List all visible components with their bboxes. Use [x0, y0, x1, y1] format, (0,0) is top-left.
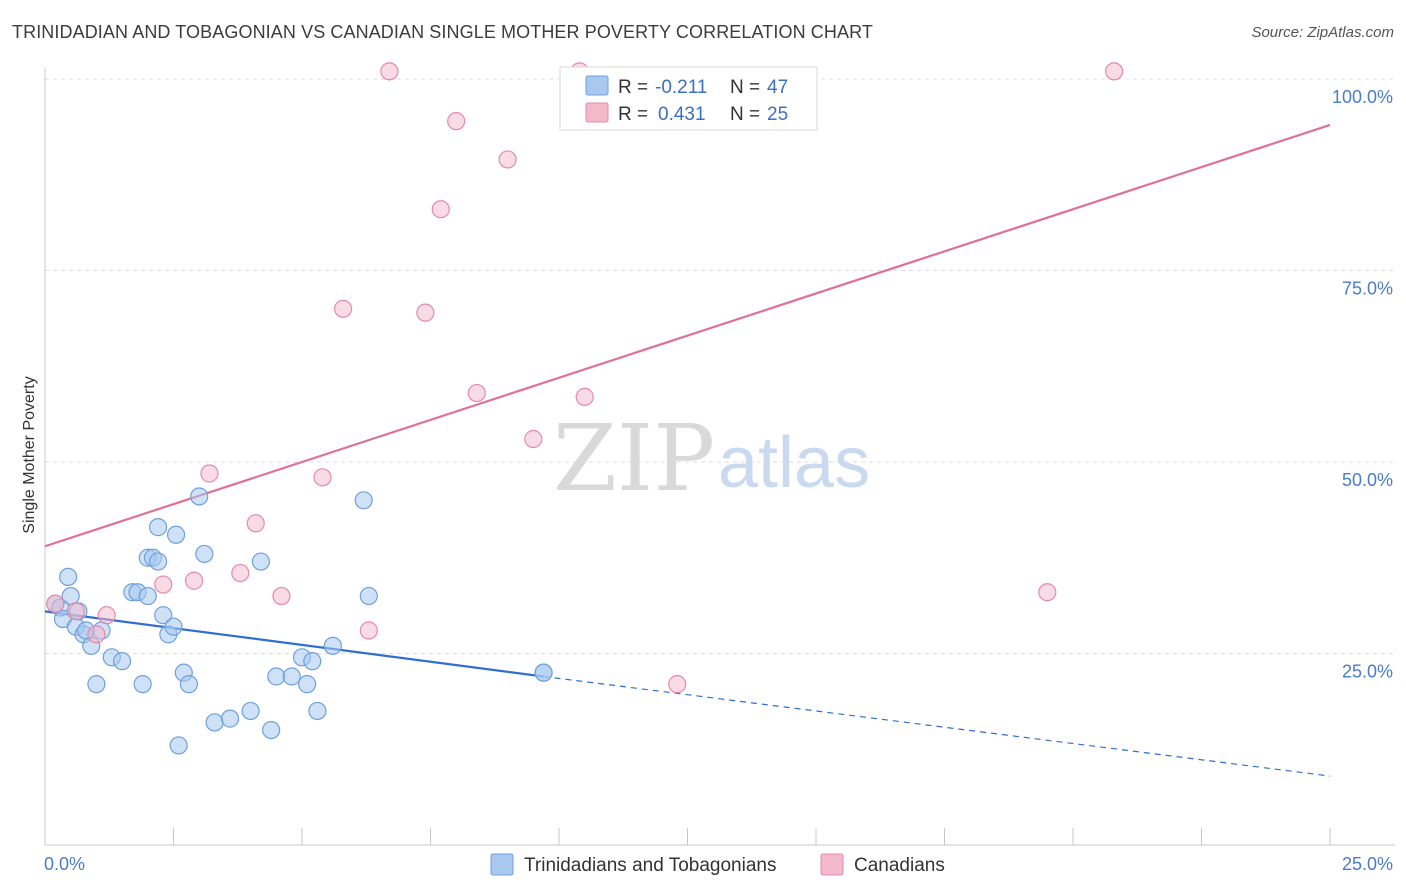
- data-point-trinidadian: [251, 552, 270, 571]
- data-point-trinidadian: [267, 667, 286, 686]
- x-tick-label: 0.0%: [44, 854, 85, 874]
- data-point-canadian: [467, 383, 486, 403]
- data-point-trinidadian: [205, 713, 224, 732]
- data-point-canadian: [575, 387, 594, 406]
- y-tick-label: 75.0%: [1342, 279, 1393, 299]
- data-point-trinidadian: [308, 701, 327, 721]
- series-legend: Trinidadians and Tobagonians Canadians: [490, 853, 945, 876]
- source-label: Source: ZipAtlas.com: [1251, 24, 1394, 41]
- data-point-trinidadian: [138, 586, 157, 606]
- data-point-trinidadian: [282, 667, 301, 686]
- data-point-trinidadian: [241, 701, 260, 721]
- data-point-canadian: [380, 62, 399, 81]
- watermark: ZIP atlas: [553, 405, 870, 512]
- data-point-trinidadian: [169, 736, 188, 755]
- data-point-canadian: [1038, 583, 1057, 602]
- data-point-canadian: [498, 150, 517, 169]
- data-point-trinidadian: [195, 544, 214, 564]
- y-tick-label: 25.0%: [1342, 662, 1393, 682]
- data-point-canadian: [431, 200, 450, 219]
- trend-line: [44, 123, 1331, 548]
- legend-label-trinidadian: Trinidadians and Tobagonians: [524, 855, 776, 876]
- data-point-canadian: [668, 675, 687, 694]
- legend-swatch-canadian: [820, 853, 844, 876]
- chart-title: TRINIDADIAN AND TOBAGONIAN VS CANADIAN S…: [12, 22, 873, 42]
- axes: [44, 68, 1395, 846]
- data-point-trinidadian: [61, 586, 80, 606]
- data-point-canadian: [524, 429, 543, 449]
- watermark-zip: ZIP: [553, 405, 715, 512]
- data-point-canadian: [87, 625, 106, 644]
- x-tick-labels: 0.0% 25.0%: [44, 854, 1393, 874]
- x-tick-label: 25.0%: [1342, 854, 1393, 874]
- data-point-trinidadian: [148, 552, 168, 571]
- legend-swatch-trinidadian: [490, 853, 514, 876]
- trend-line: [44, 610, 544, 678]
- y-axis-label: Single Mother Poverty: [21, 376, 38, 533]
- data-point-canadian: [200, 464, 219, 483]
- data-point-trinidadian: [323, 636, 342, 655]
- trend-line-extension: [543, 675, 1331, 777]
- data-point-trinidadian: [166, 525, 186, 544]
- legend-label-canadian: Canadians: [854, 855, 945, 876]
- data-point-trinidadian: [179, 675, 199, 694]
- legend-r-label: R =: [618, 77, 648, 98]
- legend-n-label: N =: [730, 104, 760, 125]
- legend-r-value: -0.211: [655, 77, 707, 98]
- trend-lines: [44, 123, 1331, 777]
- data-point-trinidadian: [154, 606, 173, 625]
- data-point-trinidadian: [112, 652, 132, 671]
- data-point-canadian: [66, 602, 85, 621]
- data-point-canadian: [272, 586, 291, 606]
- data-point-trinidadian: [298, 675, 317, 694]
- legend-swatch-trinidadian: [585, 75, 609, 96]
- y-tick-label: 50.0%: [1342, 470, 1393, 490]
- legend-n-value: 47: [767, 77, 788, 98]
- data-point-canadian: [46, 594, 65, 613]
- data-point-canadian: [334, 299, 353, 318]
- data-point-canadian: [154, 575, 173, 594]
- watermark-atlas: atlas: [718, 423, 870, 503]
- data-point-trinidadian: [534, 663, 553, 682]
- data-point-canadian: [359, 621, 378, 640]
- legend-swatch-canadian: [585, 102, 609, 123]
- data-point-canadian: [313, 468, 332, 487]
- legend-r-label: R =: [618, 104, 648, 125]
- legend-n-label: N =: [730, 77, 760, 98]
- data-point-trinidadian: [354, 491, 373, 510]
- y-tick-labels: 25.0% 50.0% 75.0% 100.0%: [1332, 87, 1393, 682]
- data-point-trinidadian: [262, 720, 281, 740]
- legend-n-value: 25: [767, 104, 788, 125]
- data-point-trinidadian: [59, 567, 78, 587]
- data-points: [46, 62, 1124, 755]
- data-point-trinidadian: [190, 487, 209, 506]
- data-point-canadian: [1105, 62, 1124, 81]
- data-point-trinidadian: [164, 617, 183, 636]
- data-point-canadian: [231, 563, 250, 583]
- correlation-legend: R = -0.211 N = 47 R = 0.431 N = 25: [559, 66, 818, 131]
- data-point-canadian: [246, 514, 265, 533]
- data-point-canadian: [416, 303, 435, 322]
- data-point-canadian: [97, 606, 116, 625]
- gridlines: [45, 78, 1395, 654]
- legend-r-value: 0.431: [658, 104, 706, 125]
- data-point-canadian: [184, 571, 204, 590]
- data-point-trinidadian: [359, 586, 378, 606]
- data-point-trinidadian: [303, 652, 322, 671]
- data-point-trinidadian: [87, 675, 106, 694]
- data-point-trinidadian: [133, 675, 152, 694]
- data-point-trinidadian: [220, 709, 240, 728]
- data-point-canadian: [447, 112, 466, 131]
- data-point-trinidadian: [148, 518, 168, 537]
- y-tick-label: 100.0%: [1332, 87, 1393, 107]
